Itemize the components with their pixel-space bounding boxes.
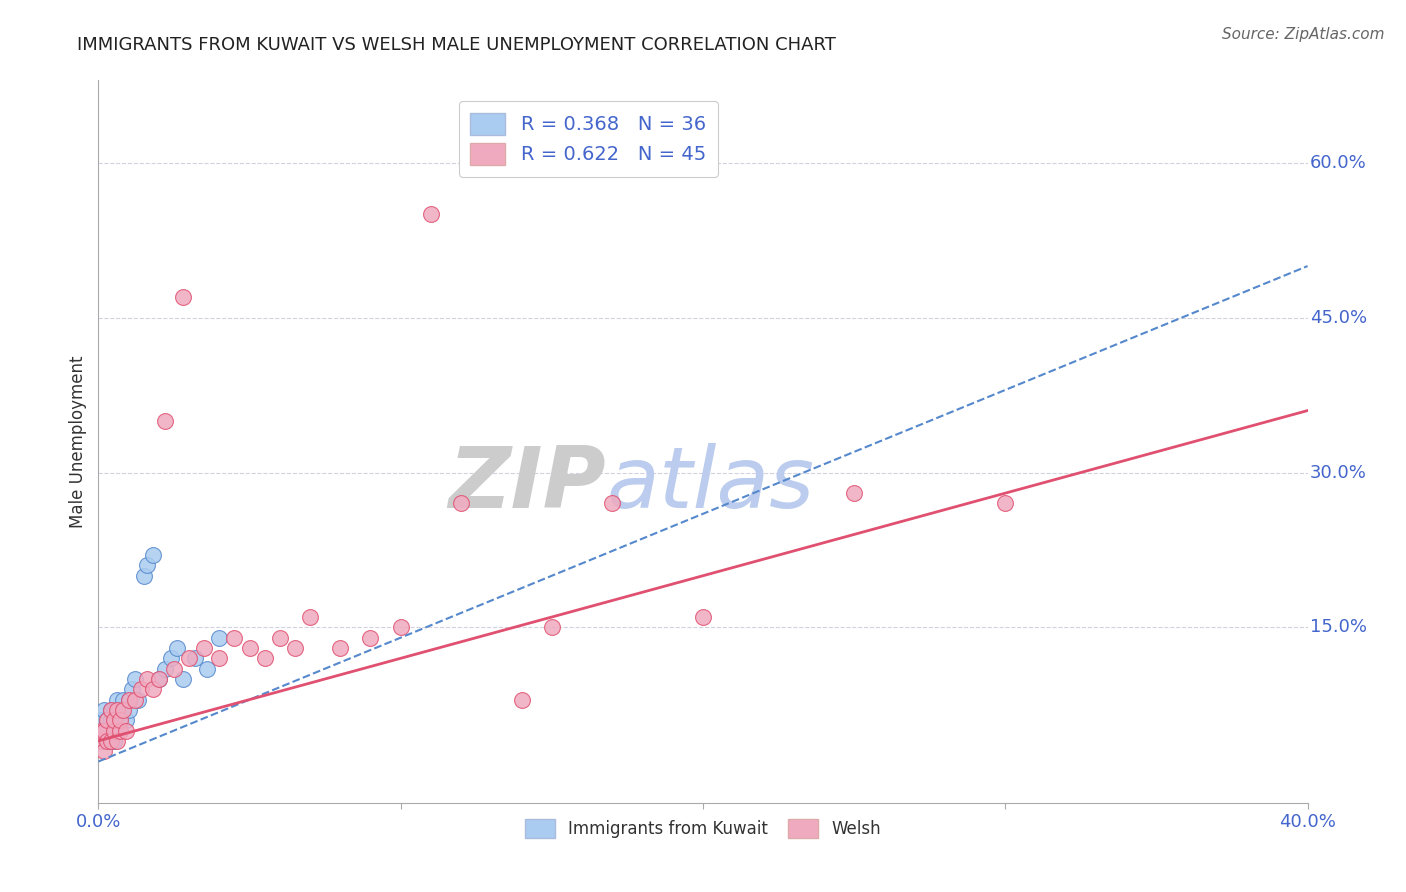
Point <box>100 734 122 748</box>
Point <box>100 703 122 717</box>
Point <box>692 610 714 624</box>
Point <box>118 703 141 717</box>
Point <box>96 713 118 727</box>
Point <box>193 640 215 655</box>
Point <box>135 672 157 686</box>
Point <box>96 734 118 748</box>
Point <box>118 692 141 706</box>
Point <box>253 651 276 665</box>
Point <box>224 631 246 645</box>
Point <box>96 723 118 738</box>
Point <box>389 620 412 634</box>
Point <box>108 713 131 727</box>
Point <box>135 558 157 573</box>
Point <box>179 651 201 665</box>
Point <box>540 620 562 634</box>
Point <box>90 723 112 738</box>
Point <box>103 723 125 738</box>
Point <box>129 682 152 697</box>
Point <box>108 703 131 717</box>
Point <box>105 703 128 717</box>
Point <box>105 734 128 748</box>
Point <box>90 734 112 748</box>
Point <box>166 640 188 655</box>
Point <box>114 723 136 738</box>
Point <box>93 744 115 758</box>
Point <box>844 486 866 500</box>
Point <box>160 651 183 665</box>
Point <box>208 651 231 665</box>
Point <box>329 640 352 655</box>
Text: Source: ZipAtlas.com: Source: ZipAtlas.com <box>1222 27 1385 42</box>
Point <box>450 496 472 510</box>
Point <box>103 734 125 748</box>
Point <box>121 682 143 697</box>
Point <box>148 672 170 686</box>
Point <box>111 703 134 717</box>
Legend: Immigrants from Kuwait, Welsh: Immigrants from Kuwait, Welsh <box>519 813 887 845</box>
Point <box>114 713 136 727</box>
Text: 45.0%: 45.0% <box>1310 309 1367 326</box>
Point <box>153 414 176 428</box>
Point <box>100 703 122 717</box>
Text: IMMIGRANTS FROM KUWAIT VS WELSH MALE UNEMPLOYMENT CORRELATION CHART: IMMIGRANTS FROM KUWAIT VS WELSH MALE UNE… <box>77 36 837 54</box>
Point <box>103 713 125 727</box>
Point <box>269 631 291 645</box>
Point <box>284 640 307 655</box>
Point <box>108 723 131 738</box>
Point <box>239 640 262 655</box>
Point <box>100 723 122 738</box>
Point <box>90 723 112 738</box>
Point <box>103 713 125 727</box>
Text: 15.0%: 15.0% <box>1310 618 1367 636</box>
Text: 30.0%: 30.0% <box>1310 464 1367 482</box>
Point <box>602 496 624 510</box>
Point <box>96 713 118 727</box>
Point <box>105 692 128 706</box>
Point <box>108 713 131 727</box>
Point <box>90 713 112 727</box>
Point <box>103 703 125 717</box>
Point <box>93 723 115 738</box>
Point <box>105 723 128 738</box>
Point <box>360 631 382 645</box>
Point <box>93 703 115 717</box>
Text: 60.0%: 60.0% <box>1310 153 1367 172</box>
Point <box>124 672 146 686</box>
Point <box>510 692 533 706</box>
Y-axis label: Male Unemployment: Male Unemployment <box>69 355 87 528</box>
Point <box>172 290 194 304</box>
Point <box>994 496 1017 510</box>
Point <box>124 692 146 706</box>
Text: ZIP: ZIP <box>449 443 606 526</box>
Point <box>208 631 231 645</box>
Point <box>184 651 207 665</box>
Point <box>172 672 194 686</box>
Point <box>195 662 218 676</box>
Text: atlas: atlas <box>606 443 814 526</box>
Point <box>93 723 115 738</box>
Point <box>153 662 176 676</box>
Point <box>93 734 115 748</box>
Point <box>163 662 186 676</box>
Point <box>96 734 118 748</box>
Point <box>148 672 170 686</box>
Point <box>111 692 134 706</box>
Point <box>420 207 443 221</box>
Point <box>142 548 165 562</box>
Point <box>299 610 322 624</box>
Point <box>100 713 122 727</box>
Point <box>132 568 155 582</box>
Point <box>118 692 141 706</box>
Point <box>127 692 149 706</box>
Point <box>142 682 165 697</box>
